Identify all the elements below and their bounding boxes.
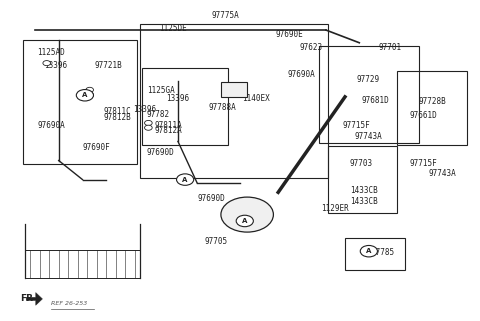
Text: 97690F: 97690F — [83, 143, 110, 152]
Text: 1125DE: 1125DE — [159, 24, 187, 33]
Text: 97721B: 97721B — [95, 61, 122, 70]
Text: 97703: 97703 — [350, 159, 373, 168]
Text: 97690D: 97690D — [197, 194, 225, 203]
Text: 97811A: 97811A — [154, 121, 182, 130]
Text: 97705: 97705 — [204, 237, 228, 246]
Circle shape — [76, 90, 94, 101]
Circle shape — [360, 246, 377, 257]
Bar — [319, 46, 419, 143]
Text: 97690A: 97690A — [288, 70, 315, 79]
Text: 97690A: 97690A — [37, 121, 65, 130]
Text: 1125GA: 1125GA — [147, 86, 175, 95]
Text: 97690D: 97690D — [147, 148, 175, 157]
Circle shape — [177, 174, 194, 185]
Text: 97812B: 97812B — [104, 113, 132, 122]
Circle shape — [86, 87, 94, 92]
Circle shape — [221, 197, 274, 232]
Text: 97811C: 97811C — [104, 107, 132, 116]
Text: A: A — [182, 177, 188, 183]
Bar — [397, 71, 467, 144]
Text: 13396: 13396 — [44, 61, 68, 70]
Text: 97775A: 97775A — [211, 11, 239, 20]
Text: 97701: 97701 — [378, 43, 401, 52]
Text: REF 26-253: REF 26-253 — [50, 300, 87, 306]
Circle shape — [236, 215, 253, 227]
Polygon shape — [26, 292, 42, 305]
Text: 97623: 97623 — [300, 43, 323, 52]
Text: 97690E: 97690E — [276, 30, 303, 39]
Text: 97812A: 97812A — [154, 126, 182, 135]
Bar — [140, 24, 328, 178]
Text: 1433CB: 1433CB — [350, 186, 377, 195]
Text: 13396: 13396 — [132, 105, 156, 114]
Circle shape — [43, 61, 50, 66]
Text: 1433CB: 1433CB — [350, 197, 377, 206]
Text: 97743A: 97743A — [429, 169, 456, 178]
Circle shape — [144, 120, 152, 126]
Text: 1129ER: 1129ER — [321, 204, 349, 213]
Text: A: A — [366, 248, 372, 254]
Text: 97681D: 97681D — [362, 96, 389, 105]
Text: 1125AD: 1125AD — [37, 48, 65, 57]
Bar — [23, 39, 137, 164]
Circle shape — [144, 125, 152, 130]
Text: 97785: 97785 — [371, 248, 395, 257]
Text: 97728B: 97728B — [419, 97, 447, 106]
Bar — [328, 146, 397, 213]
Text: 97782: 97782 — [147, 110, 170, 119]
Text: 97743A: 97743A — [355, 132, 382, 141]
Text: 1140EX: 1140EX — [242, 94, 270, 103]
Circle shape — [86, 92, 94, 98]
Bar — [345, 239, 405, 270]
Bar — [221, 82, 247, 98]
Text: 97729: 97729 — [357, 75, 380, 84]
Bar — [142, 68, 228, 144]
Text: 97715F: 97715F — [409, 159, 437, 168]
Text: FR: FR — [21, 294, 34, 303]
Text: 13396: 13396 — [166, 94, 189, 103]
Text: A: A — [82, 92, 87, 98]
Text: A: A — [242, 218, 248, 224]
Text: 97661D: 97661D — [409, 111, 437, 120]
Text: 97788A: 97788A — [209, 103, 237, 112]
Text: 97715F: 97715F — [343, 121, 371, 130]
